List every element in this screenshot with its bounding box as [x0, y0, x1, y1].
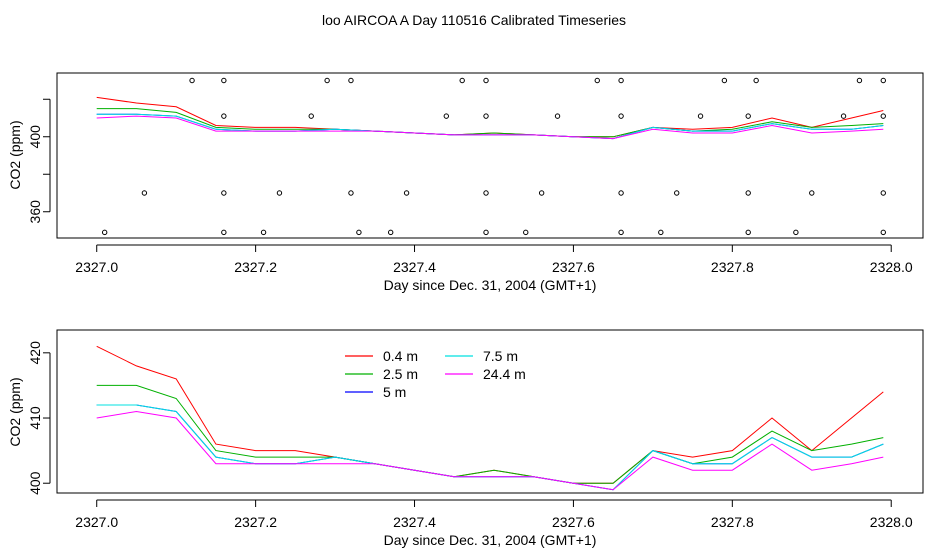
legend-label-4: 24.4 m — [483, 366, 526, 382]
top-marker-30 — [674, 190, 680, 196]
bottom-y-tick-label-0: 400 — [27, 471, 43, 495]
bottom-y-tick-label-2: 420 — [27, 341, 43, 365]
top-plot-frame — [56, 72, 924, 239]
top-y-tick-label-0: 360 — [27, 200, 43, 224]
top-marker-0 — [189, 77, 195, 84]
bottom-x-tick-label-0: 2327.0 — [75, 514, 118, 530]
top-marker-25 — [348, 190, 354, 196]
top-marker-33 — [880, 190, 886, 196]
legend-label-2: 5 m — [383, 384, 406, 400]
top-y-tick-label-2: 400 — [27, 125, 43, 149]
top-marker-14 — [443, 113, 450, 119]
top-marker-45 — [880, 229, 886, 236]
bottom-x-axis-label: Day since Dec. 31, 2004 (GMT+1) — [384, 532, 597, 548]
top-marker-12 — [221, 113, 227, 119]
top-marker-19 — [745, 113, 751, 119]
bottom-y-tick-label-1: 410 — [27, 406, 43, 430]
top-marker-4 — [459, 77, 465, 84]
top-marker-21 — [880, 113, 886, 119]
legend-label-0: 0.4 m — [383, 348, 418, 364]
top-marker-5 — [483, 77, 489, 84]
top-marker-15 — [483, 113, 489, 119]
top-marker-24 — [276, 190, 283, 196]
top-marker-36 — [260, 229, 267, 236]
top-x-axis-label: Day since Dec. 31, 2004 (GMT+1) — [384, 277, 597, 293]
figure-title: loo AIRCOA A Day 110516 Calibrated Times… — [322, 12, 626, 28]
top-marker-34 — [101, 229, 108, 236]
bottom-x-tick-label-1: 2327.2 — [234, 514, 277, 530]
bottom-x-tick-label-5: 2328.0 — [870, 514, 913, 530]
bottom-x-axis: 2327.0 2327.2 2327.4 2327.6 2327.8 2328.0 — [75, 499, 913, 530]
top-x-tick-label-4: 2327.8 — [711, 259, 754, 275]
top-marker-7 — [618, 77, 624, 84]
top-marker-35 — [221, 229, 227, 236]
legend-label-1: 2.5 m — [383, 366, 418, 382]
top-marker-26 — [403, 190, 410, 196]
top-x-tick-label-5: 2328.0 — [870, 259, 913, 275]
top-marker-28 — [538, 190, 545, 196]
top-marker-3 — [348, 77, 354, 84]
top-marker-8 — [721, 77, 728, 84]
top-x-axis: 2327.0 2327.2 2327.4 2327.6 2327.8 2328.0 — [75, 244, 913, 275]
top-marker-27 — [483, 190, 489, 196]
top-marker-18 — [697, 113, 704, 119]
top-marker-17 — [618, 113, 624, 119]
legend: 0.4 m 2.5 m 5 m 7.5 m 24.4 m — [345, 348, 526, 400]
top-series-group — [96, 96, 884, 140]
top-marker-10 — [856, 77, 863, 84]
top-marker-9 — [753, 77, 759, 84]
top-marker-32 — [809, 190, 815, 196]
bottom-x-tick-label-2: 2327.4 — [393, 514, 436, 530]
top-marker-29 — [618, 190, 624, 196]
top-x-tick-label-3: 2327.6 — [552, 259, 595, 275]
bottom-x-tick-label-4: 2327.8 — [711, 514, 754, 530]
top-marker-20 — [840, 113, 847, 119]
top-x-tick-label-0: 2327.0 — [75, 259, 118, 275]
top-y-axis-label: CO2 (ppm) — [7, 120, 23, 189]
top-marker-2 — [324, 77, 330, 84]
top-marker-23 — [221, 190, 227, 196]
top-marker-31 — [745, 190, 751, 196]
bottom-panel: 2327.0 2327.2 2327.4 2327.6 2327.8 2328.0 400… — [7, 329, 924, 548]
top-x-tick-label-1: 2327.2 — [234, 259, 277, 275]
top-marker-39 — [483, 229, 489, 236]
top-y-axis: 360 400 — [27, 98, 51, 224]
top-series-line-1 — [96, 108, 884, 138]
top-marker-1 — [221, 77, 227, 84]
top-marker-16 — [554, 113, 561, 119]
top-panel: 2327.0 2327.2 2327.4 2327.6 2327.8 2328.0 360… — [7, 72, 924, 293]
top-marker-40 — [523, 229, 529, 236]
legend-label-3: 7.5 m — [483, 348, 518, 364]
bottom-series-group — [96, 345, 884, 491]
top-series-line-4 — [96, 115, 884, 140]
top-marker-37 — [356, 229, 362, 236]
top-marker-41 — [618, 229, 624, 236]
top-marker-13 — [308, 113, 314, 119]
top-marker-22 — [141, 190, 148, 196]
bottom-y-axis-label: CO2 (ppm) — [7, 377, 23, 446]
top-marker-11 — [880, 77, 886, 84]
top-marker-42 — [658, 229, 664, 236]
top-marker-43 — [745, 229, 751, 236]
bottom-series-line-1 — [96, 384, 884, 484]
bottom-series-line-4 — [96, 410, 884, 491]
top-marker-38 — [387, 229, 394, 236]
top-marker-6 — [594, 77, 600, 84]
top-marker-44 — [793, 229, 799, 236]
top-markers-group — [101, 77, 886, 236]
bottom-plot-frame — [56, 329, 924, 494]
bottom-x-tick-label-3: 2327.6 — [552, 514, 595, 530]
bottom-y-axis: 400 410 420 — [27, 341, 51, 495]
top-x-tick-label-2: 2327.4 — [393, 259, 436, 275]
